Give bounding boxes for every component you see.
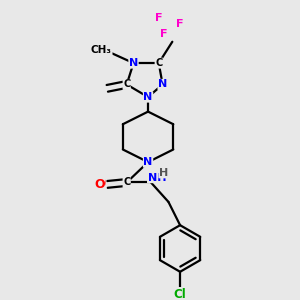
Text: NH: NH — [148, 172, 166, 183]
Text: N: N — [143, 92, 153, 102]
Text: N: N — [143, 157, 153, 167]
Text: F: F — [176, 19, 184, 29]
Text: H: H — [159, 168, 168, 178]
Text: C: C — [123, 178, 130, 188]
Text: N: N — [158, 80, 167, 89]
Text: C: C — [155, 58, 162, 68]
Text: CH₃: CH₃ — [91, 46, 112, 56]
Text: C: C — [123, 80, 130, 89]
Text: O: O — [94, 178, 105, 191]
Text: F: F — [155, 14, 163, 23]
Text: O: O — [95, 177, 106, 190]
Text: F: F — [160, 29, 167, 39]
Text: N: N — [129, 58, 138, 68]
Text: Cl: Cl — [174, 288, 187, 300]
